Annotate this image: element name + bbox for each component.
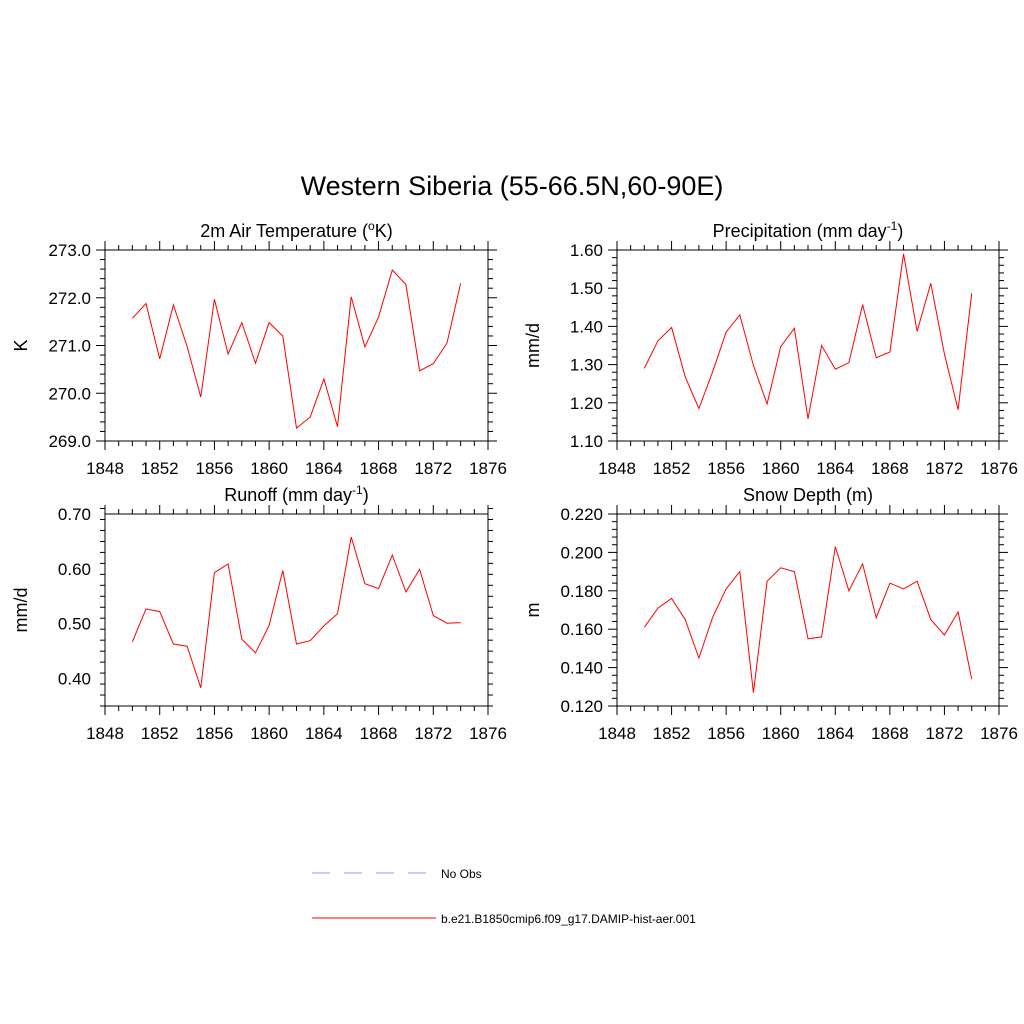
y-tick-label: 271.0	[48, 337, 91, 356]
x-tick-label: 1872	[926, 724, 964, 743]
x-tick-label: 1860	[762, 724, 800, 743]
series-line	[132, 269, 462, 430]
x-tick-label: 1856	[196, 724, 234, 743]
x-tick-label: 1872	[414, 724, 452, 743]
x-tick-label: 1852	[653, 724, 691, 743]
y-tick-label: 1.50	[570, 279, 603, 298]
x-tick-label: 1860	[250, 459, 288, 478]
panel-title: Runoff (mm day-1)	[224, 483, 368, 505]
x-tick-label: 1856	[707, 459, 745, 478]
x-tick-label: 1856	[196, 459, 234, 478]
y-tick-label: 273.0	[48, 241, 91, 260]
y-axis-label: K	[11, 339, 31, 351]
x-tick-label: 1868	[360, 724, 398, 743]
x-tick-label: 1864	[305, 459, 343, 478]
y-tick-label: 0.160	[560, 620, 603, 639]
y-tick-label: 0.60	[58, 560, 91, 579]
plot-frame	[104, 513, 489, 707]
panel-bottom-right: Snow Depth (m) m 0.120 0.140 0.160 0.180 0.200…	[523, 485, 1018, 743]
x-tick-label: 1872	[926, 459, 964, 478]
x-tick-label: 1876	[469, 724, 507, 743]
y-tick-label: 0.40	[58, 670, 91, 689]
x-tick-label: 1856	[707, 724, 745, 743]
y-tick-label: 0.120	[560, 697, 603, 716]
x-tick-label: 1848	[86, 724, 124, 743]
y-tick-label: 269.0	[48, 432, 91, 451]
y-tick-label: 0.180	[560, 582, 603, 601]
panel-title: 2m Air Temperature (oK)	[200, 219, 392, 241]
x-tick-label: 1864	[816, 459, 854, 478]
y-tick-label: 1.30	[570, 356, 603, 375]
y-tick-label: 272.0	[48, 289, 91, 308]
y-axis-label: m	[523, 603, 543, 618]
y-tick-label: 0.220	[560, 505, 603, 524]
plot-frame	[616, 249, 1000, 442]
legend: No Obs b.e21.B1850cmip6.f09_g17.DAMIP-his…	[312, 867, 696, 926]
x-tick-label: 1872	[414, 459, 452, 478]
x-tick-label: 1852	[141, 724, 179, 743]
legend-label: No Obs	[441, 867, 482, 881]
legend-label: b.e21.B1850cmip6.f09_g17.DAMIP-hist-aer.…	[441, 912, 696, 926]
x-tick-label: 1868	[871, 724, 909, 743]
y-tick-label: 0.200	[560, 543, 603, 562]
x-tick-label: 1868	[360, 459, 398, 478]
x-tick-label: 1864	[816, 724, 854, 743]
x-tick-label: 1860	[250, 724, 288, 743]
plot-frame	[104, 249, 489, 442]
x-tick-label: 1852	[653, 459, 691, 478]
y-tick-label: 270.0	[48, 384, 91, 403]
x-tick-label: 1864	[305, 724, 343, 743]
y-tick-label: 0.70	[58, 505, 91, 524]
series-line	[643, 253, 973, 419]
series-line	[131, 536, 461, 689]
y-tick-label: 0.140	[560, 659, 603, 678]
plot-frame	[616, 513, 1000, 707]
y-tick-label: 1.60	[570, 241, 603, 260]
x-tick-label: 1860	[762, 459, 800, 478]
x-tick-label: 1876	[469, 459, 507, 478]
panels: 2m Air Temperature (oK) K 269.0 270.0 271.0 2…	[11, 219, 1018, 743]
x-tick-label: 1848	[598, 724, 636, 743]
y-axis-label: mm/d	[523, 323, 543, 368]
panel-title: Snow Depth (m)	[743, 485, 873, 505]
panel-bottom-left: Runoff (mm day-1) mm/d 0.40 0.50 0.60 0.70 184…	[11, 483, 507, 743]
x-tick-label: 1876	[980, 724, 1018, 743]
panel-top-left: 2m Air Temperature (oK) K 269.0 270.0 271.0 2…	[11, 219, 507, 478]
x-tick-label: 1848	[598, 459, 636, 478]
x-tick-label: 1848	[86, 459, 124, 478]
x-tick-label: 1852	[141, 459, 179, 478]
y-tick-label: 1.40	[570, 317, 603, 336]
figure-title: Western Siberia (55-66.5N,60-90E)	[301, 171, 724, 201]
x-tick-label: 1868	[871, 459, 909, 478]
panel-title: Precipitation (mm day-1)	[713, 219, 904, 241]
x-tick-label: 1876	[980, 459, 1018, 478]
series-line	[643, 546, 973, 693]
y-tick-label: 1.20	[570, 394, 603, 413]
panel-top-right: Precipitation (mm day-1) mm/d 1.10 1.20 1.30…	[523, 219, 1018, 478]
y-axis-label: mm/d	[11, 588, 31, 633]
y-tick-label: 1.10	[570, 432, 603, 451]
y-tick-label: 0.50	[58, 615, 91, 634]
